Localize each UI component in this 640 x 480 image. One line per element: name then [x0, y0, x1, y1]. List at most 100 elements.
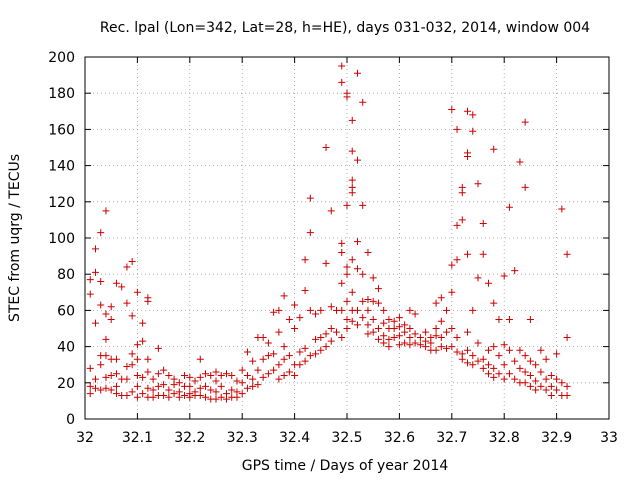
- data-point: [359, 98, 367, 106]
- data-point: [422, 343, 430, 351]
- data-point: [406, 325, 414, 332]
- data-point: [154, 344, 162, 352]
- data-point: [259, 355, 267, 363]
- x-tick-label: 32.8: [489, 430, 520, 446]
- data-point: [490, 145, 498, 153]
- x-tick-labels: 32 32.1 32.2 32.3 32.4 32.5 32.6 32.7 32.8 32.9 33: [76, 430, 618, 446]
- data-point: [338, 62, 346, 70]
- data-point: [86, 390, 94, 398]
- data-point: [464, 359, 472, 367]
- data-point: [453, 334, 461, 342]
- data-point: [91, 375, 99, 383]
- data-point: [516, 346, 524, 354]
- data-point: [217, 393, 225, 401]
- data-point: [359, 297, 367, 305]
- data-point: [112, 370, 120, 378]
- data-point: [495, 315, 503, 323]
- data-point: [238, 379, 246, 387]
- data-point: [128, 258, 136, 266]
- data-point: [123, 299, 131, 307]
- data-point: [353, 306, 361, 314]
- data-point: [532, 377, 540, 385]
- data-point: [149, 393, 157, 401]
- data-point: [343, 93, 351, 101]
- data-point: [196, 373, 204, 381]
- data-point: [343, 263, 351, 271]
- data-point: [306, 229, 314, 237]
- data-point: [359, 314, 367, 322]
- x-tick-label: 33: [600, 430, 618, 446]
- data-point: [563, 391, 571, 399]
- data-point: [343, 297, 351, 305]
- data-point: [312, 335, 320, 343]
- data-point: [484, 279, 492, 287]
- data-point: [186, 373, 194, 381]
- data-point: [112, 382, 120, 390]
- data-point: [207, 372, 215, 380]
- x-axis-label: GPS time / Days of year 2014: [242, 458, 449, 474]
- data-point: [133, 393, 141, 401]
- x-tick-label: 32.2: [174, 430, 205, 446]
- data-point: [479, 364, 487, 372]
- data-point: [296, 348, 304, 356]
- y-axis-label: STEC from uqrg / TECUs: [7, 154, 23, 322]
- data-point: [464, 250, 472, 258]
- data-point: [275, 375, 283, 383]
- data-point: [123, 375, 131, 383]
- data-point: [422, 328, 430, 336]
- data-point: [160, 391, 168, 399]
- data-point: [296, 314, 304, 322]
- data-point: [395, 323, 403, 331]
- data-point: [97, 277, 105, 285]
- data-point: [364, 296, 372, 304]
- data-point: [139, 319, 147, 327]
- data-point: [537, 346, 545, 354]
- data-point: [338, 279, 346, 287]
- data-point: [112, 390, 120, 398]
- data-point: [348, 189, 356, 197]
- data-point: [181, 372, 189, 380]
- data-point: [97, 386, 105, 394]
- data-point: [144, 384, 152, 392]
- data-point: [217, 372, 225, 380]
- data-point: [542, 355, 550, 363]
- data-point: [338, 248, 346, 256]
- data-point: [479, 355, 487, 363]
- data-point: [406, 334, 414, 342]
- data-point: [464, 328, 472, 336]
- data-point: [453, 348, 461, 356]
- data-point: [186, 393, 194, 401]
- data-point: [443, 328, 451, 336]
- data-point: [97, 229, 105, 237]
- x-tick-label: 32.4: [279, 430, 310, 446]
- data-point: [427, 339, 435, 347]
- data-point: [102, 352, 110, 360]
- data-point: [338, 78, 346, 86]
- data-point: [348, 176, 356, 184]
- data-point: [118, 283, 126, 291]
- data-point: [505, 203, 513, 211]
- data-point: [175, 379, 183, 387]
- data-point: [369, 274, 377, 282]
- data-point: [144, 355, 152, 363]
- data-point: [333, 328, 341, 336]
- data-point: [474, 339, 482, 347]
- data-point: [526, 372, 534, 380]
- data-point: [233, 377, 241, 385]
- data-point: [270, 350, 278, 358]
- data-point: [296, 361, 304, 369]
- data-point: [285, 352, 293, 360]
- data-point: [306, 194, 314, 202]
- data-point: [275, 328, 283, 336]
- data-point: [490, 373, 498, 381]
- data-point: [133, 382, 141, 390]
- data-point: [212, 395, 220, 403]
- data-point: [343, 315, 351, 323]
- data-point: [411, 330, 419, 338]
- data-point: [291, 325, 299, 332]
- data-point: [380, 306, 388, 314]
- data-point: [374, 285, 382, 293]
- data-point: [500, 272, 508, 280]
- data-point: [317, 346, 325, 354]
